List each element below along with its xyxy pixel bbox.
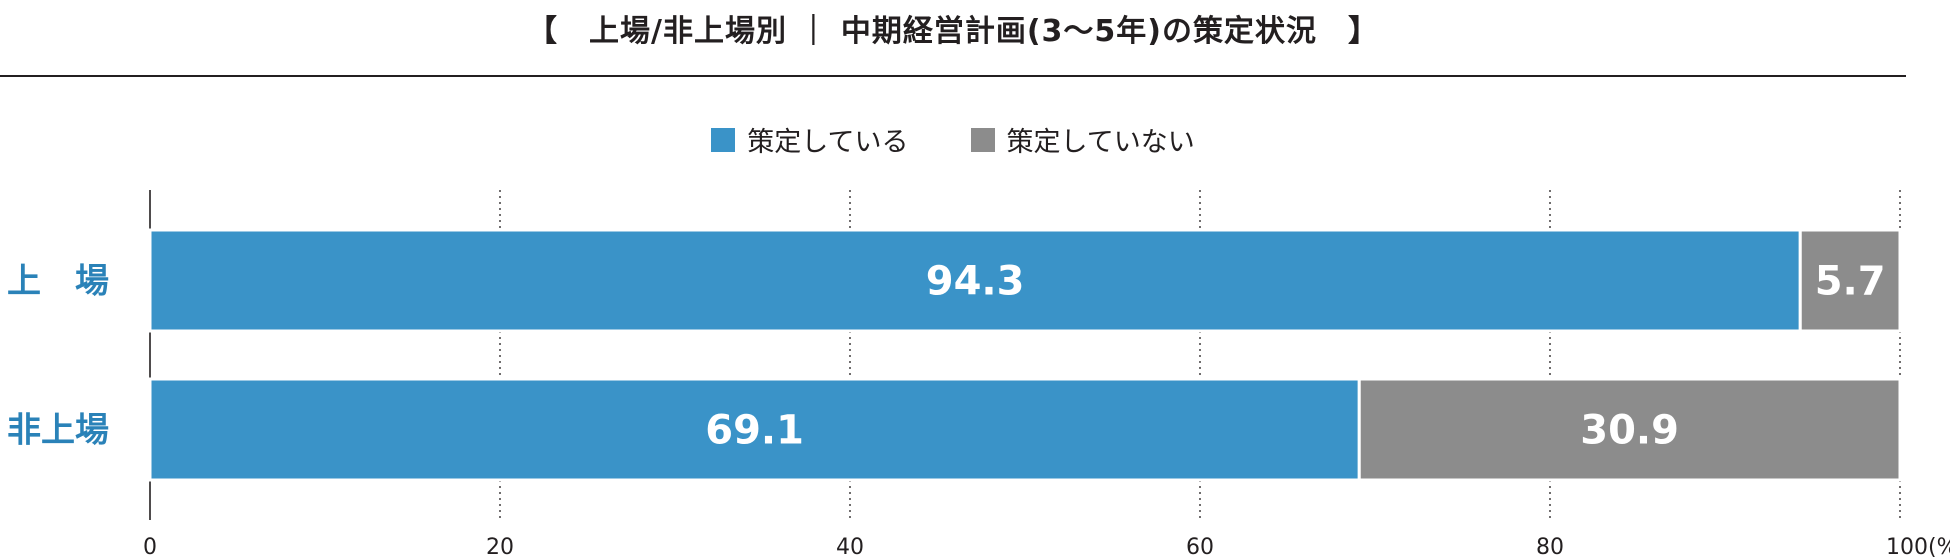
legend-swatch-planned: [711, 127, 736, 152]
bar-0-1: [1798, 228, 1902, 333]
bar-value-label-0-1: 5.7: [1815, 259, 1886, 305]
x-tick-label-40: 40: [836, 535, 864, 558]
bar-1-1: [1357, 377, 1902, 482]
category-label-1: 非上場: [7, 411, 109, 451]
category-label-0: 上 場: [7, 262, 109, 302]
x-tick-label-20: 20: [486, 535, 514, 558]
legend-swatch-not-planned: [970, 127, 995, 152]
bar-value-label-1-1: 30.9: [1580, 408, 1679, 454]
legend-label-not-planned: 策定していない: [1006, 127, 1195, 158]
bar-value-label-1-0: 69.1: [705, 408, 804, 454]
legend-item-planned: 策定している: [711, 120, 909, 159]
chart-title: 【 上場/非上場別 ｜ 中期経営計画(3〜5年)の策定状況 】: [526, 14, 1379, 49]
x-tick-label-0: 0: [143, 535, 157, 558]
x-tick-label-100: 100(%): [1886, 535, 1950, 558]
title-divider: [0, 75, 1906, 77]
bar-0-0: [148, 228, 1802, 333]
bar-value-label-0-0: 94.3: [926, 259, 1025, 305]
legend: 策定している 策定していない: [0, 120, 1906, 159]
legend-item-not-planned: 策定していない: [970, 120, 1195, 159]
x-tick-label-80: 80: [1536, 535, 1564, 558]
legend-label-planned: 策定している: [747, 127, 909, 158]
x-tick-label-60: 60: [1186, 535, 1214, 558]
